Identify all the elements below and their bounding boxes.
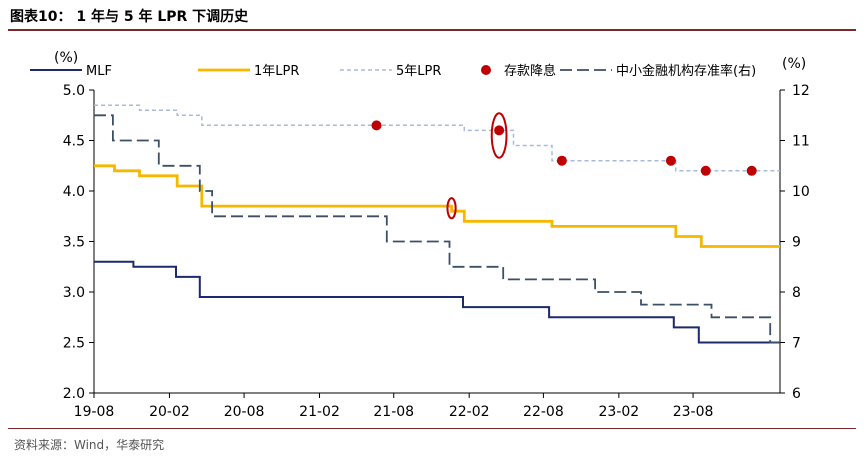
legend-label-4: 中小金融机构存准率(右) — [616, 63, 756, 79]
deposit-cut-dot — [494, 125, 505, 136]
right-tick-label: 9 — [792, 235, 801, 251]
left-tick-label: 3.0 — [63, 285, 85, 301]
rate-chart: 2.0 2.5 3.0 3.5 4.0 4.5 5.0 6 7 8 9 10 11 12 (%) (%) 19-… — [30, 50, 810, 420]
title-rule — [8, 29, 856, 31]
legend-group: MLF 1年LPR 5年LPR 存款降息 中小金融机构存准率(右) — [30, 63, 756, 79]
legend-label-3: 存款降息 — [504, 63, 556, 79]
left-tick-label: 5.0 — [63, 83, 85, 99]
highlight-circle — [490, 112, 508, 159]
legend-label-1: 1年LPR — [254, 64, 299, 79]
left-axis-unit: (%) — [54, 50, 78, 66]
markers-group — [371, 112, 757, 220]
x-tick-label: 22-08 — [523, 404, 564, 420]
x-tick-label: 23-08 — [673, 404, 714, 420]
left-tick-label: 3.5 — [63, 235, 85, 251]
right-axis-unit: (%) — [782, 56, 806, 72]
right-tick-label: 12 — [792, 83, 810, 99]
x-tick-label: 23-02 — [599, 404, 640, 420]
source-note: 资料来源：Wind，华泰研究 — [14, 438, 165, 452]
legend-swatch-3 — [481, 65, 491, 75]
x-tick-label: 21-08 — [373, 404, 414, 420]
deposit-cut-dot — [556, 155, 567, 166]
legend-label-0: MLF — [86, 64, 112, 79]
x-tick-label: 21-02 — [299, 404, 340, 420]
left-tick-label: 4.0 — [63, 184, 85, 200]
series-group — [94, 104, 780, 344]
x-tick-label: 20-02 — [149, 404, 190, 420]
series-line-2 — [94, 104, 780, 172]
highlight-circle — [446, 197, 457, 220]
right-tick-label: 10 — [792, 184, 810, 200]
axes-group: 2.0 2.5 3.0 3.5 4.0 4.5 5.0 6 7 8 9 10 11 12 (%) (%) 19-… — [54, 50, 810, 420]
left-tick-label: 4.5 — [63, 134, 85, 150]
series-line-3 — [94, 114, 780, 344]
left-tick-label: 2.0 — [63, 386, 85, 402]
deposit-cut-dot — [665, 155, 676, 166]
right-tick-label: 11 — [792, 134, 810, 150]
right-tick-label: 8 — [792, 285, 801, 301]
series-line-0 — [94, 260, 780, 344]
x-tick-label: 22-02 — [449, 404, 490, 420]
x-tick-label: 20-08 — [224, 404, 265, 420]
legend-label-2: 5年LPR — [396, 64, 441, 79]
figure-title: 图表10： 1 年与 5 年 LPR 下调历史 — [10, 9, 249, 25]
bottom-rule — [8, 428, 856, 429]
deposit-cut-dot — [746, 165, 757, 176]
right-tick-label: 6 — [792, 386, 801, 402]
deposit-cut-dot — [700, 165, 711, 176]
x-tick-label: 19-08 — [74, 404, 115, 420]
left-tick-label: 2.5 — [63, 336, 85, 352]
right-tick-label: 7 — [792, 336, 801, 352]
series-line-1 — [94, 164, 780, 248]
deposit-cut-dot — [371, 120, 382, 131]
